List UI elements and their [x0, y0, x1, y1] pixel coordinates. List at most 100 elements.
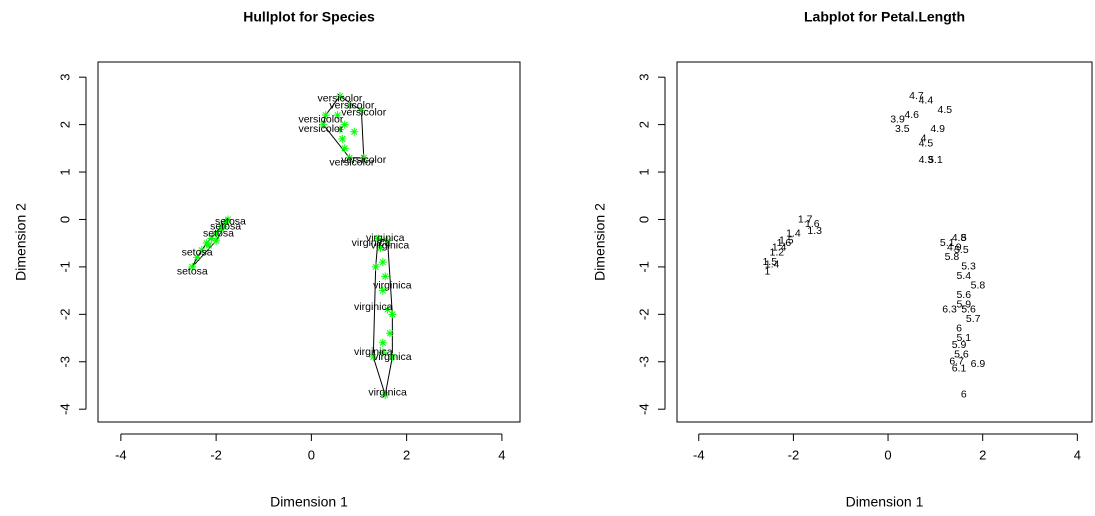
point-label: virginica: [352, 237, 391, 249]
y-axis-label: Dimension 2: [592, 203, 608, 281]
point-label: virginica: [368, 386, 407, 398]
point-label: 4.7: [909, 90, 924, 102]
x-tick-label: -2: [210, 447, 222, 462]
point-label: 1.5: [779, 235, 794, 247]
point-label: 5.8: [945, 251, 960, 263]
point-label: 1.4: [765, 258, 780, 270]
point-label: versicolor: [298, 123, 343, 135]
y-tick-label: 3: [57, 74, 72, 81]
point-label: 4: [921, 133, 927, 145]
y-tick-label: 1: [636, 168, 651, 175]
point-label: 1.4: [786, 227, 801, 239]
point: [197, 246, 206, 255]
plot-frame: [97, 61, 521, 423]
point-label: 1.4: [772, 242, 787, 254]
y-tick-label: -2: [57, 309, 72, 321]
point-label: 4.4: [919, 95, 934, 107]
y-tick-label: -2: [636, 309, 651, 321]
x-tick-label: 4: [1074, 447, 1081, 462]
point-label: 4.8: [952, 232, 967, 244]
y-tick-label: -4: [57, 403, 72, 415]
point: [212, 229, 221, 238]
point-label: virginica: [371, 239, 410, 251]
x-tick-label: -2: [788, 447, 800, 462]
y-tick-label: -1: [636, 261, 651, 273]
point-label: 6.9: [971, 358, 986, 370]
point: [224, 215, 233, 224]
x-tick-label: 2: [979, 447, 986, 462]
point-label: 5.6: [961, 303, 976, 315]
point-label: 6.7: [949, 356, 964, 368]
y-tick-label: -3: [57, 356, 72, 368]
point-label: 4.3: [919, 154, 934, 166]
point-label: 4.5: [938, 104, 953, 116]
y-axis-label: Dimension 2: [13, 203, 29, 281]
point-label: 4.6: [904, 109, 919, 121]
point-label: versicolor: [329, 99, 374, 111]
point-label: virginica: [366, 232, 405, 244]
y-tick-label: 2: [57, 121, 72, 128]
point: [378, 258, 387, 267]
point: [333, 111, 342, 120]
x-tick-label: 0: [884, 447, 891, 462]
y-tick-label: -1: [57, 261, 72, 273]
point: [371, 262, 380, 271]
point: [388, 310, 397, 319]
point: [345, 153, 354, 162]
y-tick-label: 2: [636, 121, 651, 128]
point-label: 6.1: [952, 363, 967, 375]
y-tick-label: 1: [57, 168, 72, 175]
point-label: 1: [764, 265, 770, 277]
x-tick-label: 2: [403, 447, 410, 462]
x-tick-label: 0: [308, 447, 315, 462]
point-label: 1.6: [777, 237, 792, 249]
point: [335, 125, 344, 134]
chart-title: Labplot for Petal.Length: [804, 9, 965, 25]
x-tick-label: 4: [498, 447, 505, 462]
x-axis-label: Dimension 1: [846, 494, 924, 510]
point-label: 4.5: [919, 137, 934, 149]
point-label: setosa: [210, 220, 241, 232]
point-label: 6.3: [942, 303, 957, 315]
point: [357, 106, 366, 115]
point: [385, 329, 394, 338]
point-label: 5.9: [952, 339, 967, 351]
point-label: 3.9: [890, 114, 905, 126]
point: [212, 236, 221, 245]
point: [376, 243, 385, 252]
point: [188, 262, 197, 271]
y-tick-label: 0: [636, 216, 651, 223]
point: [338, 134, 347, 143]
point: [388, 353, 397, 362]
point: [350, 127, 359, 136]
point-label: 6: [961, 389, 967, 401]
point-label: 6: [956, 322, 962, 334]
point-label: virginica: [354, 346, 393, 358]
point-label: setosa: [215, 216, 246, 228]
point: [321, 111, 330, 120]
point-label: setosa: [203, 227, 234, 239]
point: [378, 286, 387, 295]
y-tick-label: -4: [636, 403, 651, 415]
point: [340, 120, 349, 129]
x-axis-label: Dimension 1: [270, 494, 348, 510]
point-label: 5.8: [971, 280, 986, 292]
point-label: 1.2: [770, 246, 785, 258]
point: [378, 338, 387, 347]
point-label: 3.5: [895, 123, 910, 135]
point: [381, 272, 390, 281]
point-label: 5.3: [961, 261, 976, 273]
point-label: 5.4: [956, 270, 971, 282]
point-label: 5.9: [956, 299, 971, 311]
point-label: 5.1: [956, 332, 971, 344]
point-label: 5.6: [956, 289, 971, 301]
point: [319, 120, 328, 129]
point: [378, 348, 387, 357]
y-tick-label: 3: [636, 74, 651, 81]
y-tick-label: 0: [57, 216, 72, 223]
point-label: 5.5: [954, 244, 969, 256]
point: [369, 353, 378, 362]
point: [219, 222, 228, 231]
point: [340, 144, 349, 153]
point: [207, 234, 216, 243]
